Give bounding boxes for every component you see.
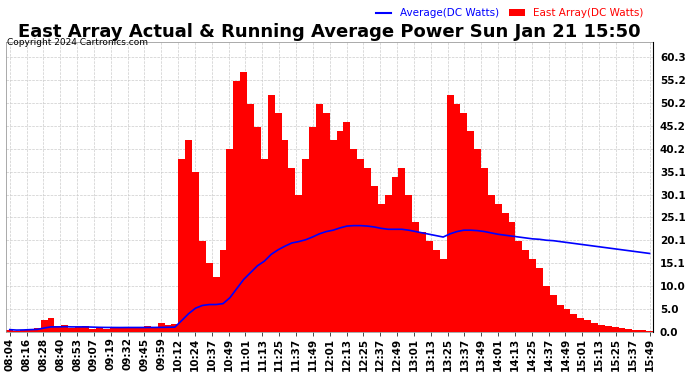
Bar bbox=[316, 104, 323, 332]
Bar bbox=[137, 328, 144, 332]
Bar bbox=[192, 172, 199, 332]
Bar bbox=[330, 140, 337, 332]
Bar bbox=[34, 328, 41, 332]
Bar bbox=[543, 286, 550, 332]
Bar bbox=[199, 241, 206, 332]
Bar bbox=[268, 95, 275, 332]
Bar bbox=[96, 328, 103, 332]
Bar bbox=[288, 168, 295, 332]
Bar bbox=[302, 159, 309, 332]
Bar bbox=[219, 250, 226, 332]
Bar bbox=[536, 268, 543, 332]
Bar bbox=[110, 328, 117, 332]
Bar bbox=[178, 159, 185, 332]
Bar bbox=[213, 277, 219, 332]
Bar bbox=[158, 323, 164, 332]
Bar bbox=[82, 326, 89, 332]
Bar bbox=[295, 195, 302, 332]
Bar bbox=[626, 329, 632, 332]
Bar bbox=[557, 304, 564, 332]
Bar bbox=[632, 330, 639, 332]
Bar bbox=[398, 168, 405, 332]
Bar bbox=[309, 127, 316, 332]
Bar bbox=[481, 168, 488, 332]
Bar bbox=[164, 325, 171, 332]
Bar bbox=[571, 314, 578, 332]
Bar bbox=[522, 250, 529, 332]
Bar bbox=[509, 222, 515, 332]
Bar bbox=[344, 122, 351, 332]
Bar bbox=[639, 330, 646, 332]
Bar bbox=[103, 329, 110, 332]
Bar bbox=[591, 323, 598, 332]
Bar bbox=[48, 318, 55, 332]
Bar bbox=[124, 327, 130, 332]
Bar bbox=[55, 326, 61, 332]
Bar bbox=[61, 325, 68, 332]
Bar bbox=[144, 326, 151, 332]
Bar bbox=[151, 327, 158, 332]
Bar bbox=[130, 328, 137, 332]
Bar bbox=[440, 259, 446, 332]
Bar bbox=[337, 131, 344, 332]
Bar bbox=[392, 177, 398, 332]
Bar bbox=[364, 168, 371, 332]
Bar bbox=[515, 241, 522, 332]
Bar bbox=[578, 318, 584, 332]
Bar bbox=[474, 150, 481, 332]
Bar bbox=[412, 222, 419, 332]
Bar bbox=[446, 95, 453, 332]
Bar bbox=[502, 213, 509, 332]
Title: East Array Actual & Running Average Power Sun Jan 21 15:50: East Array Actual & Running Average Powe… bbox=[19, 23, 641, 41]
Bar bbox=[6, 330, 13, 332]
Bar bbox=[612, 327, 619, 332]
Bar bbox=[185, 140, 192, 332]
Bar bbox=[550, 296, 557, 332]
Bar bbox=[254, 127, 261, 332]
Bar bbox=[226, 150, 233, 332]
Bar bbox=[433, 250, 440, 332]
Bar bbox=[323, 113, 330, 332]
Bar bbox=[564, 309, 571, 332]
Bar bbox=[75, 327, 82, 332]
Bar bbox=[605, 326, 612, 332]
Bar bbox=[275, 113, 282, 332]
Bar bbox=[89, 329, 96, 332]
Text: Copyright 2024 Cartronics.com: Copyright 2024 Cartronics.com bbox=[7, 38, 148, 47]
Bar bbox=[282, 140, 288, 332]
Bar bbox=[378, 204, 385, 332]
Bar bbox=[646, 330, 653, 332]
Bar bbox=[598, 325, 605, 332]
Bar bbox=[405, 195, 412, 332]
Bar bbox=[13, 330, 20, 332]
Bar bbox=[460, 113, 467, 332]
Bar bbox=[351, 150, 357, 332]
Bar bbox=[233, 81, 240, 332]
Bar bbox=[488, 195, 495, 332]
Legend: Average(DC Watts), East Array(DC Watts): Average(DC Watts), East Array(DC Watts) bbox=[372, 4, 648, 22]
Bar bbox=[41, 321, 48, 332]
Bar bbox=[495, 204, 502, 332]
Bar bbox=[584, 321, 591, 332]
Bar bbox=[371, 186, 378, 332]
Bar bbox=[20, 330, 27, 332]
Bar bbox=[453, 104, 460, 332]
Bar bbox=[357, 159, 364, 332]
Bar bbox=[68, 328, 75, 332]
Bar bbox=[117, 328, 124, 332]
Bar bbox=[426, 241, 433, 332]
Bar bbox=[247, 104, 254, 332]
Bar bbox=[419, 231, 426, 332]
Bar bbox=[240, 72, 247, 332]
Bar bbox=[529, 259, 536, 332]
Bar bbox=[467, 131, 474, 332]
Bar bbox=[206, 264, 213, 332]
Bar bbox=[27, 329, 34, 332]
Bar bbox=[619, 328, 626, 332]
Bar bbox=[171, 324, 178, 332]
Bar bbox=[261, 159, 268, 332]
Bar bbox=[385, 195, 392, 332]
